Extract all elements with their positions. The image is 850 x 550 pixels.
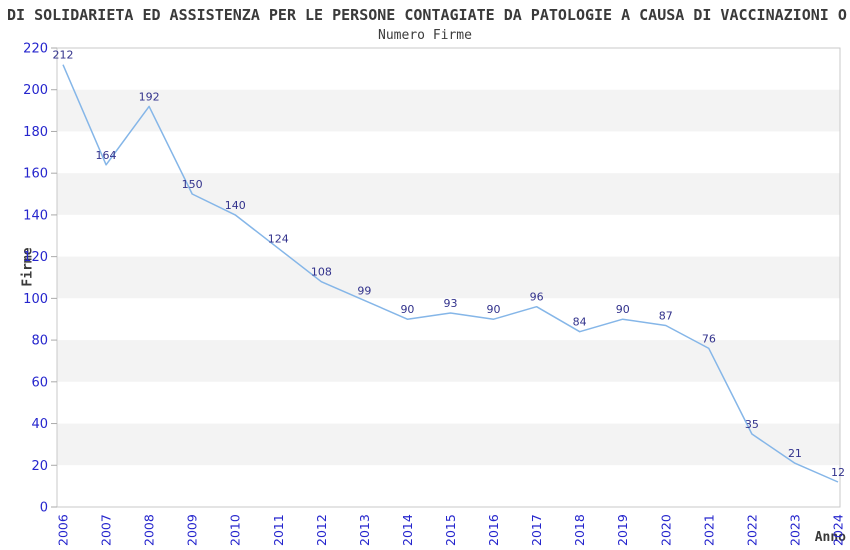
x-tick-label: 2019 — [615, 514, 630, 546]
data-point-label: 99 — [357, 284, 371, 297]
plot-band — [57, 256, 840, 299]
x-tick-label: 2015 — [443, 514, 458, 546]
y-tick-label: 80 — [31, 334, 48, 349]
x-tick-label: 2024 — [831, 514, 846, 546]
y-tick-label: 160 — [23, 167, 48, 182]
x-tick-label: 2011 — [271, 514, 286, 546]
data-point-label: 87 — [659, 309, 673, 322]
data-point-label: 124 — [268, 232, 289, 245]
y-tick-label: 200 — [23, 83, 48, 98]
data-point-label: 96 — [530, 291, 544, 304]
y-tick-label: 100 — [23, 292, 48, 307]
x-tick-label: 2013 — [357, 514, 372, 546]
data-point-label: 150 — [182, 178, 203, 191]
x-tick-label: 2010 — [228, 514, 243, 546]
plot-band — [57, 131, 840, 174]
x-tick-label: 2006 — [56, 514, 71, 546]
plot-band — [57, 381, 840, 424]
y-tick-label: 120 — [23, 250, 48, 265]
y-tick-label: 180 — [23, 125, 48, 140]
x-tick-label: 2022 — [744, 514, 759, 546]
x-tick-label: 2017 — [529, 514, 544, 546]
data-point-label: 212 — [53, 49, 74, 62]
plot-band — [57, 423, 840, 466]
plot-band — [57, 340, 840, 382]
x-tick-label: 2008 — [142, 514, 157, 546]
data-line — [62, 64, 839, 483]
data-point-label: 21 — [788, 447, 802, 460]
plot-band — [57, 214, 840, 257]
x-tick-label: 2020 — [658, 514, 673, 546]
x-tick-label: 2018 — [572, 514, 587, 546]
data-point-label: 108 — [311, 266, 332, 279]
data-point-label: 90 — [487, 303, 501, 316]
data-point-label: 140 — [225, 199, 246, 212]
data-point-label: 35 — [745, 418, 759, 431]
data-point-label: 90 — [616, 303, 630, 316]
x-tick-label: 2007 — [99, 514, 114, 546]
y-tick-label: 20 — [31, 459, 48, 474]
plot-band — [57, 48, 840, 90]
y-tick-label: 60 — [31, 375, 48, 390]
chart-subtitle: Numero Firme — [378, 28, 472, 43]
x-tick-label: 2016 — [486, 514, 501, 546]
data-point-label: 164 — [96, 149, 117, 162]
y-tick-label: 0 — [40, 501, 48, 516]
plot-band — [57, 89, 840, 132]
x-axis-title: Anno — [814, 530, 846, 545]
y-tick-label: 40 — [31, 417, 48, 432]
x-tick-label: 2009 — [185, 514, 200, 546]
data-point-label: 76 — [702, 332, 716, 345]
plot-band — [57, 173, 840, 215]
data-point-label: 84 — [573, 316, 587, 329]
plot-band — [57, 298, 840, 341]
y-tick-label: 140 — [23, 208, 48, 223]
y-tick-label: 220 — [23, 42, 48, 57]
data-point-label: 93 — [444, 297, 458, 310]
x-tick-label: 2014 — [400, 514, 415, 546]
x-tick-label: 2012 — [314, 514, 329, 546]
data-point-label: 192 — [139, 90, 160, 103]
data-point-label: 90 — [400, 303, 414, 316]
plot-border — [56, 47, 841, 508]
x-tick-label: 2023 — [787, 514, 802, 546]
chart-title: DI SOLIDARIETA ED ASSISTENZA PER LE PERS… — [7, 6, 847, 24]
x-tick-label: 2021 — [701, 514, 716, 546]
data-point-label: 12 — [831, 466, 845, 479]
plot-band — [57, 465, 840, 507]
